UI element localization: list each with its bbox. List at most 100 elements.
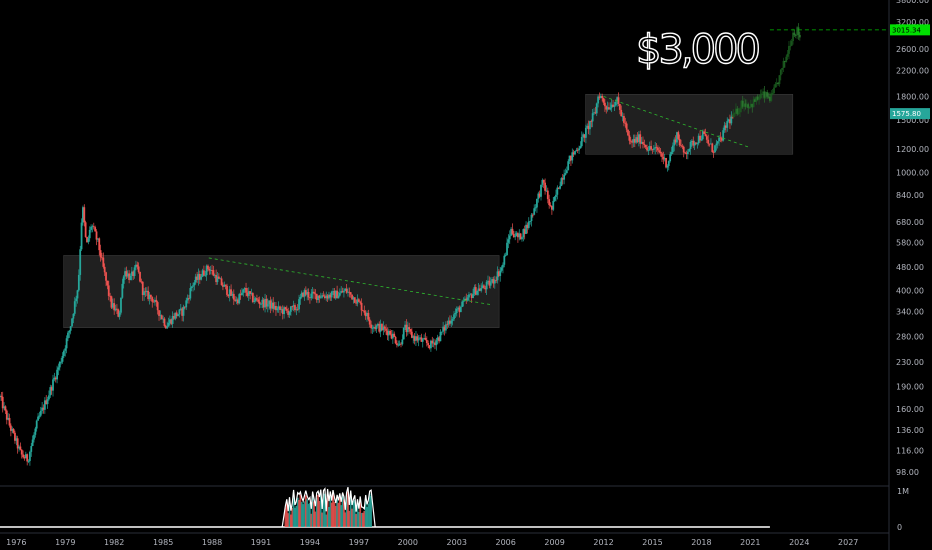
candle-508	[689, 140, 692, 155]
candle-13	[16, 435, 19, 454]
candle-486	[659, 148, 662, 157]
candle-426	[578, 145, 580, 154]
volume-bar-41	[340, 505, 343, 527]
candle-335	[454, 308, 457, 318]
projection-candle-15	[752, 96, 755, 108]
candle-455	[617, 92, 620, 107]
candle-168	[227, 294, 230, 299]
candle-42	[56, 365, 58, 384]
time-tick-4: 1988	[202, 538, 222, 547]
candle-183	[247, 287, 250, 301]
candle-182	[246, 287, 249, 298]
volume-bar-23	[315, 498, 318, 527]
candle-45	[60, 357, 63, 365]
candle-417	[565, 166, 568, 174]
candle-410	[556, 185, 559, 200]
candle-334	[453, 311, 455, 322]
time-tick-14: 2018	[691, 538, 711, 547]
candle-387	[525, 221, 527, 234]
candle-95	[128, 270, 131, 284]
candle-37	[49, 384, 52, 398]
price-target-annotation: $3,000	[636, 27, 759, 73]
candle-304	[412, 334, 415, 344]
candle-91	[122, 275, 125, 289]
candle-468	[635, 134, 638, 145]
candle-433	[587, 120, 590, 135]
candle-386	[523, 225, 526, 240]
candle-59	[79, 245, 82, 281]
candle-399	[541, 178, 544, 188]
candle-274	[371, 324, 374, 334]
candle-385	[522, 228, 525, 242]
projection-candle-22	[762, 88, 765, 100]
volume-bar-17	[307, 503, 310, 527]
candle-7	[8, 413, 11, 428]
time-axis[interactable]: 1976 1979 1982 1985 1988 1991 1994 1997 2000 2003…	[6, 538, 858, 547]
volume-bar-11	[299, 494, 302, 527]
projection-candle-43	[790, 38, 793, 47]
candle-109	[147, 286, 150, 302]
candle-439	[595, 102, 598, 117]
candle-214	[289, 305, 292, 316]
candle-427	[579, 141, 582, 149]
candle-124	[167, 317, 170, 327]
candle-212	[287, 307, 290, 318]
price-axis[interactable]: 3800.00 3200.00 2600.00 2200.00 1800.00 1500.…	[896, 0, 929, 477]
candle-211	[285, 305, 288, 314]
candle-93	[125, 266, 128, 280]
candle-40	[53, 372, 56, 382]
candle-414	[561, 173, 564, 185]
candle-125	[169, 315, 171, 326]
candle-57	[76, 289, 79, 304]
candle-235	[318, 294, 321, 303]
candle-357	[484, 285, 487, 293]
candle-83	[111, 298, 114, 310]
candle-445	[604, 99, 606, 112]
candle-163	[220, 276, 223, 286]
candle-491	[666, 164, 669, 172]
candle-404	[548, 194, 551, 209]
candle-248	[336, 285, 339, 299]
candle-262	[355, 299, 358, 306]
candle-221	[299, 293, 302, 305]
projection-candle-42	[789, 40, 792, 51]
candle-513	[696, 142, 699, 149]
candle-534	[724, 122, 727, 133]
candle-318	[431, 336, 434, 348]
target-price-label: 3015.34	[892, 26, 921, 34]
candle-463	[628, 130, 631, 145]
candle-63	[84, 220, 87, 238]
candle-353	[478, 284, 481, 292]
candle-429	[582, 132, 585, 142]
candle-19	[24, 451, 27, 459]
candle-495	[671, 142, 674, 154]
price-tick-8: 840.00	[896, 191, 924, 200]
time-tick-11: 2009	[544, 538, 564, 547]
volume-bar-26	[319, 493, 322, 527]
candle-52	[69, 326, 72, 335]
candle-15	[19, 442, 22, 451]
candle-82	[110, 295, 113, 309]
volume-pane	[0, 487, 770, 528]
volume-bar-46	[347, 491, 349, 527]
candle-286	[387, 328, 390, 341]
candle-441	[598, 92, 601, 100]
candle-10	[12, 427, 15, 434]
candle-259	[351, 294, 353, 300]
candle-380	[515, 231, 518, 237]
time-tick-16: 2024	[789, 538, 809, 547]
candle-133	[179, 303, 182, 311]
candle-76	[102, 252, 105, 269]
candle-234	[317, 295, 319, 304]
candle-321	[435, 337, 438, 351]
candle-159	[215, 269, 218, 286]
candle-510	[692, 136, 695, 149]
candle-408	[553, 196, 556, 202]
candle-47	[62, 349, 65, 358]
candle-527	[715, 139, 718, 151]
candle-528	[716, 141, 719, 149]
candle-16	[20, 449, 23, 459]
candle-88	[118, 310, 121, 320]
candle-111	[149, 294, 152, 302]
